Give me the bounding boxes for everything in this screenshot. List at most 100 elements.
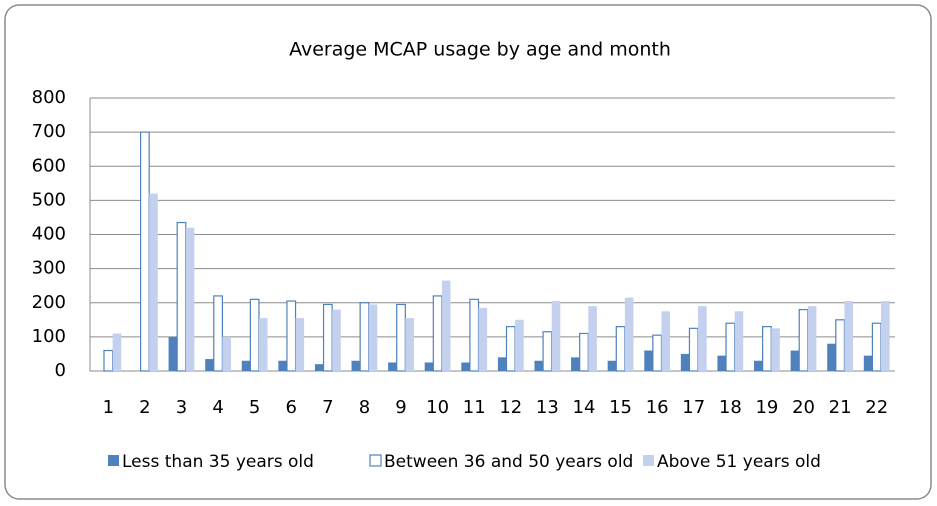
bar <box>432 295 443 372</box>
bar <box>871 322 882 372</box>
bar <box>478 307 488 371</box>
x-tick-label: 5 <box>249 397 260 418</box>
bar <box>652 334 663 372</box>
legend-marker <box>369 454 382 467</box>
bar <box>405 318 414 371</box>
bar <box>881 301 890 371</box>
y-tick-label: 500 <box>32 189 66 210</box>
bar <box>424 362 434 371</box>
bar <box>461 362 470 371</box>
y-tick-label: 100 <box>32 326 66 347</box>
bar <box>176 221 187 372</box>
bar <box>615 326 626 372</box>
bar <box>139 131 150 372</box>
bar <box>258 318 268 371</box>
bar <box>807 306 817 371</box>
chart-frame <box>4 4 932 500</box>
bar <box>441 280 451 371</box>
bar <box>771 328 780 371</box>
bar <box>698 306 707 371</box>
bar <box>149 193 158 371</box>
bar <box>571 357 580 371</box>
bar <box>249 298 260 372</box>
x-tick-label: 6 <box>286 397 297 418</box>
bar <box>551 301 561 371</box>
bar <box>241 360 251 371</box>
x-tick-label: 2 <box>139 397 150 418</box>
bar <box>798 308 809 372</box>
y-tick-label: 300 <box>32 258 66 279</box>
bar <box>222 336 231 371</box>
x-tick-label: 4 <box>212 397 223 418</box>
bar <box>790 350 800 371</box>
bar <box>396 303 406 372</box>
y-tick-label: 0 <box>55 360 66 381</box>
bar <box>103 349 114 372</box>
bar <box>332 309 341 371</box>
bar <box>624 297 634 371</box>
bar <box>762 326 772 372</box>
bar <box>295 318 305 371</box>
bar <box>588 306 597 371</box>
bar <box>725 322 736 372</box>
bar <box>314 364 324 371</box>
bar <box>534 360 544 371</box>
bar <box>505 326 516 372</box>
y-tick-label: 200 <box>32 292 66 313</box>
x-tick-label: 17 <box>682 397 705 418</box>
bar <box>359 302 370 372</box>
x-tick-label: 13 <box>536 397 559 418</box>
x-tick-label: 22 <box>865 397 888 418</box>
legend-marker <box>108 455 119 466</box>
bar <box>497 357 507 371</box>
x-tick-label: 20 <box>792 397 815 418</box>
bar <box>844 301 854 371</box>
y-tick-label: 800 <box>32 87 66 108</box>
x-tick-label: 18 <box>719 397 742 418</box>
y-tick-label: 700 <box>32 121 66 142</box>
bar <box>168 336 178 371</box>
x-tick-label: 16 <box>646 397 669 418</box>
y-tick-label: 600 <box>32 155 66 176</box>
x-tick-label: 9 <box>395 397 406 418</box>
bar <box>835 319 846 372</box>
bar <box>579 332 589 372</box>
legend-label: Less than 35 years old <box>122 452 314 472</box>
x-tick-label: 14 <box>573 397 596 418</box>
bar <box>286 300 297 372</box>
bar <box>863 355 873 371</box>
bar <box>213 295 223 372</box>
x-tick-label: 21 <box>829 397 852 418</box>
legend-label: Between 36 and 50 years old <box>384 452 633 472</box>
x-tick-label: 10 <box>426 397 449 418</box>
bar <box>607 360 617 371</box>
legend-label: Above 51 years old <box>657 452 821 472</box>
bar <box>388 362 397 371</box>
bar <box>112 333 122 371</box>
x-tick-label: 15 <box>609 397 632 418</box>
bar <box>661 311 671 371</box>
bar <box>205 359 214 371</box>
bar <box>322 303 333 372</box>
bar <box>469 298 480 372</box>
x-tick-label: 8 <box>359 397 370 418</box>
x-tick-label: 12 <box>499 397 522 418</box>
bar <box>827 343 836 371</box>
bar <box>717 355 727 371</box>
bar <box>515 319 524 371</box>
bar <box>185 227 195 371</box>
x-tick-label: 19 <box>755 397 778 418</box>
x-tick-label: 1 <box>103 397 114 418</box>
bar <box>754 360 763 371</box>
bar <box>644 350 653 371</box>
bar <box>680 353 690 371</box>
y-tick-label: 400 <box>32 224 66 245</box>
bar <box>688 327 699 372</box>
bar <box>542 331 553 372</box>
legend-marker <box>643 455 654 466</box>
x-tick-label: 3 <box>176 397 187 418</box>
chart-title: Average MCAP usage by age and month <box>289 39 671 61</box>
bar <box>351 360 361 371</box>
